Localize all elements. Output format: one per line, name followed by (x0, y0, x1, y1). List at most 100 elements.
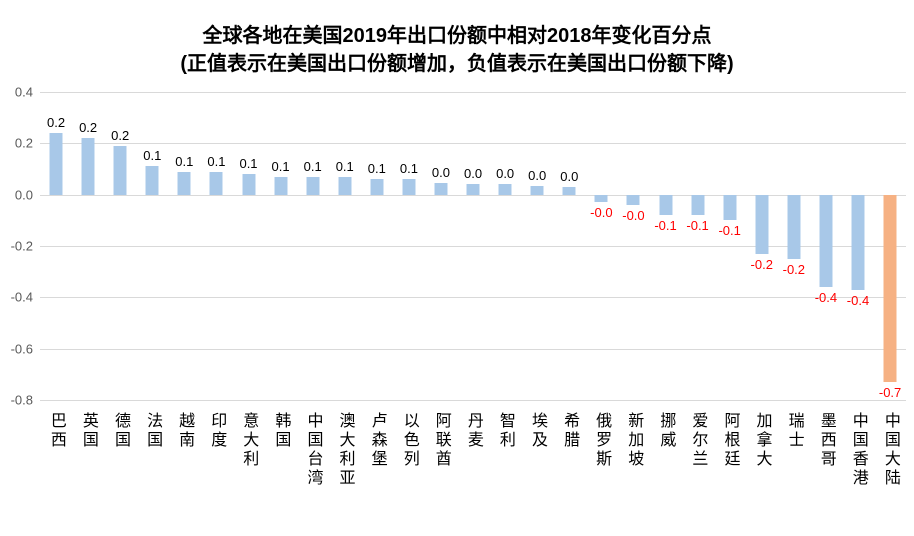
value-label: 0.1 (367, 161, 386, 177)
x-category-label: 墨西哥 (817, 412, 835, 469)
value-label: -0.2 (750, 256, 773, 272)
x-axis-labels: 巴西 英国 德国 法国 越南 印度 意大利 韩国 中国台湾 澳大利亚 卢森堡 以色列 阿联酋 丹麦 智利 埃及… (40, 412, 906, 536)
bar (851, 194, 865, 290)
x-category-label: 俄罗斯 (593, 412, 611, 469)
x-category-label: 中国台湾 (304, 412, 322, 488)
bar (787, 194, 801, 259)
bar (755, 194, 769, 254)
gridline (40, 92, 906, 93)
value-label: -0.0 (622, 207, 645, 223)
bar (498, 184, 512, 195)
x-category-label: 印度 (208, 412, 226, 450)
value-label: -0.4 (846, 292, 870, 308)
bar (177, 171, 191, 195)
x-category-label: 韩国 (272, 412, 290, 450)
value-label: 0.1 (271, 158, 290, 174)
bar (530, 185, 544, 195)
bar (145, 166, 159, 195)
bar-column: -0.2 (746, 92, 778, 400)
x-category-label: 阿联酋 (432, 412, 450, 469)
bar-column: 0.1 (136, 92, 168, 400)
y-tick-label: 0.4 (14, 84, 33, 100)
value-label: 0.1 (303, 158, 322, 174)
value-label: -0.1 (718, 223, 741, 239)
y-tick-label: -0.4 (10, 289, 33, 305)
bar (466, 184, 480, 195)
value-label: 0.2 (46, 115, 66, 131)
bar (338, 176, 352, 195)
x-category-label: 卢森堡 (368, 412, 386, 469)
value-label: 0.0 (496, 166, 515, 182)
x-category-label: 中国大陆 (881, 412, 899, 488)
bar-column: -0.4 (810, 92, 842, 400)
bar (370, 179, 384, 195)
value-label: -0.1 (686, 218, 709, 234)
value-label: 0.1 (335, 158, 354, 174)
plot-area: 0.2 0.2 0.2 0.1 0.1 0.1 0.1 0.1 0.1 0.1 0.1 0.1 0.0 0… (11, 85, 906, 408)
x-category-label: 瑞士 (785, 412, 803, 450)
value-label: -0.7 (878, 385, 902, 401)
bar-column: 0.0 (489, 92, 521, 400)
x-category-label: 爱尔兰 (689, 412, 707, 469)
bar (434, 183, 448, 195)
bar-column: 0.1 (200, 92, 232, 400)
value-label: -0.4 (814, 290, 838, 306)
y-tick-label: -0.6 (10, 341, 33, 357)
value-label: -0.2 (782, 261, 806, 277)
x-category-label: 智利 (496, 412, 514, 450)
bar-column: 0.2 (104, 92, 136, 400)
bar (402, 179, 416, 195)
x-category-label: 法国 (144, 412, 162, 450)
bar (209, 171, 223, 195)
bar (659, 194, 673, 216)
gridline (40, 194, 906, 196)
x-category-label: 德国 (111, 412, 129, 450)
y-tick-label: 0.2 (14, 135, 33, 151)
bar-column: 0.1 (297, 92, 329, 400)
value-label: -0.1 (654, 218, 677, 234)
value-label: 0.0 (560, 168, 579, 184)
bar-column: -0.4 (842, 92, 874, 400)
bar-column: 0.1 (168, 92, 200, 400)
bar-column: 0.0 (425, 92, 457, 400)
x-category-label: 英国 (79, 412, 97, 450)
bar-column: 0.2 (40, 92, 72, 400)
bar-column: 0.0 (521, 92, 553, 400)
x-category-label: 巴西 (47, 412, 65, 450)
bars: 0.2 0.2 0.2 0.1 0.1 0.1 0.1 0.1 0.1 0.1 0.1 0.1 0.0 0… (40, 92, 906, 400)
bar (306, 176, 320, 195)
bar (274, 176, 288, 195)
bar-column: 0.1 (361, 92, 393, 400)
bar-column: 0.1 (393, 92, 425, 400)
value-label: 0.0 (464, 166, 483, 182)
bar (81, 138, 95, 195)
x-category-label: 澳大利亚 (336, 412, 354, 488)
gridline (40, 297, 906, 299)
x-category-label: 以色列 (400, 412, 418, 469)
x-category-label: 新加坡 (625, 412, 643, 469)
bar (819, 194, 833, 288)
bar (594, 194, 608, 203)
bar-column: -0.0 (617, 92, 649, 400)
bar (626, 194, 640, 205)
bar-column: -0.1 (714, 92, 746, 400)
bar-column: 0.0 (553, 92, 585, 400)
value-label: 0.1 (175, 153, 194, 169)
gridline (40, 143, 906, 145)
x-category-label: 希腊 (561, 412, 579, 450)
value-label: 0.1 (143, 148, 162, 164)
bar (242, 174, 255, 195)
bar-column: 0.1 (265, 92, 297, 400)
x-category-label: 挪威 (657, 412, 675, 450)
x-category-label: 越南 (176, 412, 194, 450)
value-label: 0.0 (431, 165, 451, 181)
y-tick-label: -0.8 (10, 392, 33, 408)
x-category-label: 丹麦 (464, 412, 482, 450)
value-label: -0.0 (590, 205, 613, 221)
gridline (40, 246, 906, 247)
value-label: 0.1 (239, 156, 258, 172)
bar (49, 133, 63, 195)
gridline (40, 348, 906, 350)
x-category-label: 意大利 (240, 412, 258, 469)
